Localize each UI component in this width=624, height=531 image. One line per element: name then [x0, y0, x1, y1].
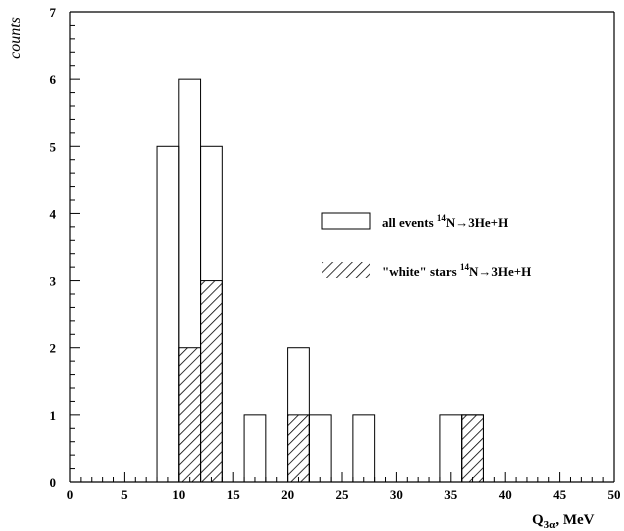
open-bar — [243, 414, 267, 483]
x-tick-label: 25 — [336, 487, 350, 502]
plot-bars — [156, 78, 484, 483]
legend: all events 14N→3He+H "white" stars 14N→3… — [321, 212, 531, 279]
x-axis-label-unit: , MeV — [555, 512, 594, 528]
x-tick-label: 15 — [227, 487, 241, 502]
hatched-bar — [178, 347, 202, 483]
open-bar — [352, 414, 376, 483]
x-tick-label: 10 — [172, 487, 185, 502]
x-tick-label: 0 — [67, 487, 74, 502]
hatched-bar — [200, 280, 223, 483]
legend-swatch-white-stars — [322, 262, 370, 278]
y-tick-label: 6 — [50, 72, 57, 87]
y-axis-label: counts — [7, 17, 24, 59]
x-tick-label: 20 — [281, 487, 294, 502]
hatched-bar — [461, 414, 484, 483]
y-tick-label: 3 — [50, 274, 57, 289]
x-axis-label-main: Q — [532, 512, 544, 528]
legend-label-white-stars: "white" stars 14N→3He+H — [382, 262, 531, 279]
x-tick-label: 45 — [553, 487, 567, 502]
x-tick-label: 30 — [390, 487, 403, 502]
y-tick-label: 0 — [50, 475, 57, 490]
open-bar — [156, 145, 180, 483]
x-tick-label: 50 — [608, 487, 621, 502]
x-tick-label: 40 — [499, 487, 512, 502]
open-bar — [308, 414, 332, 483]
legend-label-all-events: all events 14N→3He+H — [382, 213, 508, 230]
y-tick-label: 7 — [50, 5, 57, 20]
x-tick-label: 35 — [444, 487, 458, 502]
y-tick-label: 5 — [50, 139, 57, 154]
hatched-bar — [287, 414, 310, 483]
open-bar — [439, 414, 463, 483]
x-tick-label: 5 — [121, 487, 128, 502]
y-tick-label: 1 — [50, 408, 57, 423]
x-axis-label: Q3α, MeV — [532, 512, 595, 531]
legend-swatch-all-events — [321, 212, 371, 230]
plot-axes — [69, 11, 615, 483]
y-tick-label: 2 — [50, 341, 57, 356]
x-axis-label-subscript: 3α — [544, 519, 557, 531]
y-tick-label: 4 — [50, 206, 57, 221]
